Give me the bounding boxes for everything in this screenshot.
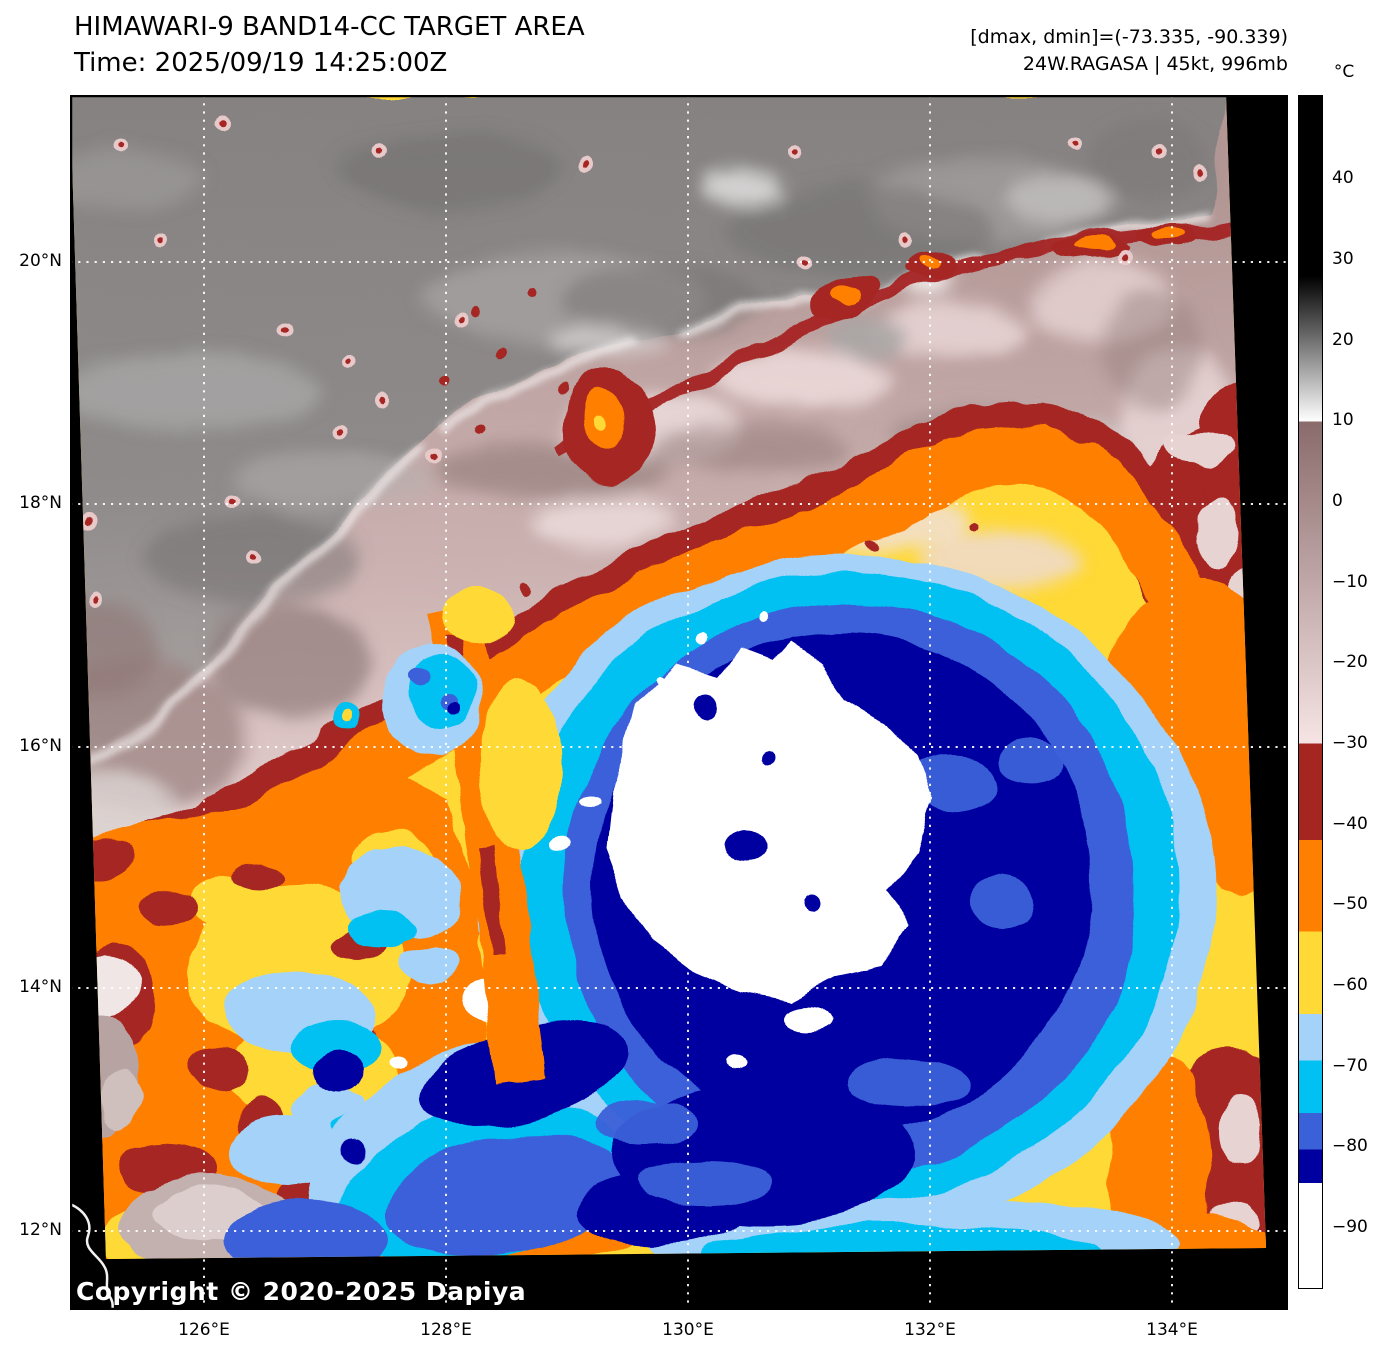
colorbar-tick-label: −90 xyxy=(1332,1217,1368,1237)
colorbar-tick-label: −60 xyxy=(1332,975,1368,995)
colorbar-tick-label: −30 xyxy=(1332,733,1368,753)
timestamp-label: Time: 2025/09/19 14:25:00Z xyxy=(74,48,448,78)
colorbar-tick-label: 10 xyxy=(1332,410,1354,430)
latitude-axis-label: 16°N xyxy=(19,736,62,756)
detail-layer xyxy=(82,116,1208,1083)
dmax-dmin-annotation: [dmax, dmin]=(-73.335, -90.339) xyxy=(970,26,1288,48)
latitude-axis-label: 18°N xyxy=(19,493,62,513)
longitude-axis-label: 130°E xyxy=(662,1320,714,1340)
colorbar-tick-label: 30 xyxy=(1332,249,1354,269)
graticule-gridlines xyxy=(70,95,1288,1310)
map-border xyxy=(70,95,1288,1310)
storm-annotation: 24W.RAGASA | 45kt, 996mb xyxy=(1022,53,1288,75)
latitude-axis-label: 20°N xyxy=(19,251,62,271)
longitude-axis-label: 132°E xyxy=(904,1320,956,1340)
cyclone-ring-layer xyxy=(223,555,1213,1259)
longitude-axis-label: 128°E xyxy=(420,1320,472,1340)
figure-title: HIMAWARI-9 BAND14-CC TARGET AREA xyxy=(74,12,585,42)
colorbar-tick-label: −50 xyxy=(1332,894,1368,914)
colorbar-tick-label: −10 xyxy=(1332,572,1368,592)
longitude-axis-label: 134°E xyxy=(1146,1320,1198,1340)
longitude-axis-label: 126°E xyxy=(178,1320,230,1340)
coastline xyxy=(70,1202,114,1310)
map-panel xyxy=(70,95,1288,1310)
temperature-colorbar xyxy=(1298,95,1323,1289)
colorbar-unit-label: °C xyxy=(1333,62,1355,82)
colorbar-tick-label: −40 xyxy=(1332,814,1368,834)
copyright-watermark: Copyright © 2020-2025 Dapiya xyxy=(76,1277,527,1306)
colorbar-tick-label: −80 xyxy=(1332,1136,1368,1156)
colorbar-tick-label: 20 xyxy=(1332,330,1354,350)
colorbar-tick-label: −70 xyxy=(1332,1056,1368,1076)
latitude-axis-label: 12°N xyxy=(19,1220,62,1240)
satellite-image xyxy=(70,95,1288,1310)
colorbar-tick-label: 0 xyxy=(1332,491,1343,511)
latitude-axis-label: 14°N xyxy=(19,977,62,997)
colorbar-tick-label: 40 xyxy=(1332,168,1354,188)
colorbar-tick-label: −20 xyxy=(1332,652,1368,672)
